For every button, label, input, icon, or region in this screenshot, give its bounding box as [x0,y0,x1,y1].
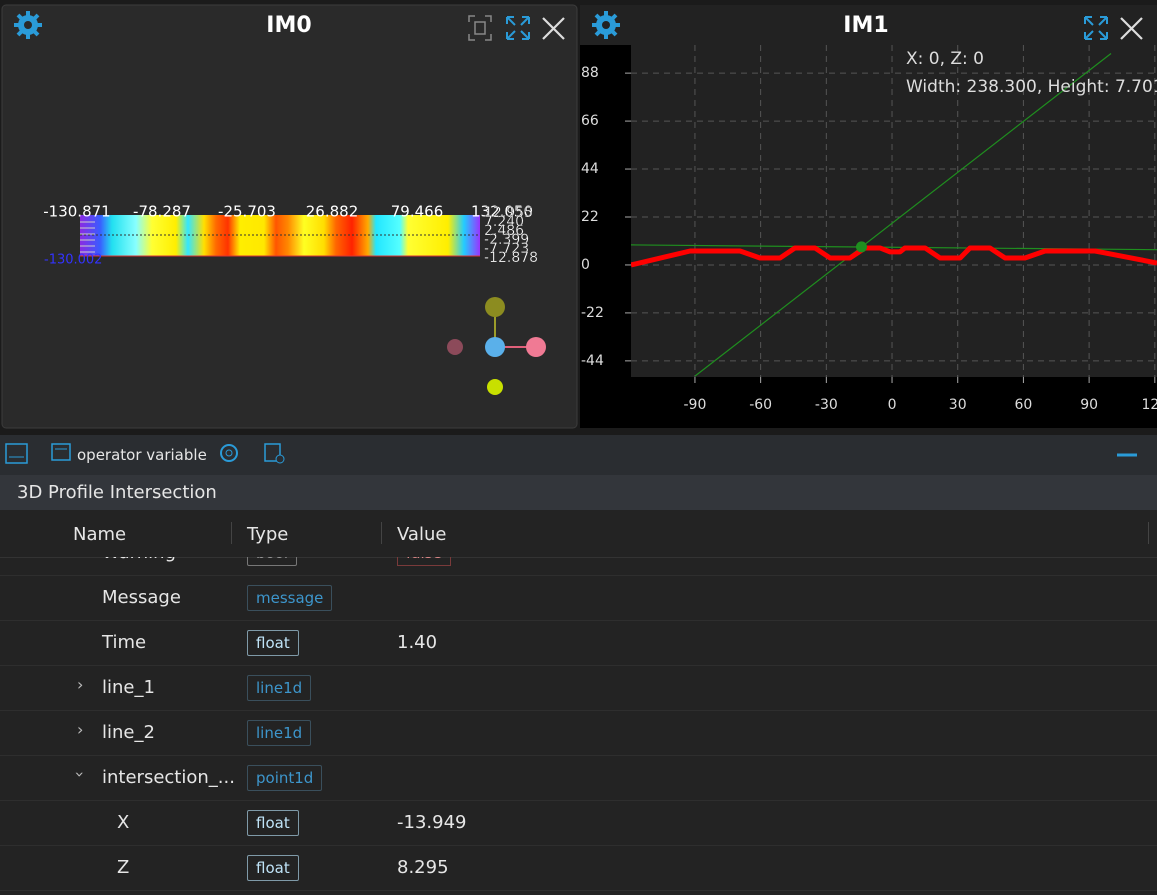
expand-toggle[interactable]: › [77,675,83,694]
settings-button[interactable] [14,11,42,39]
variable-value: 1.40 [397,632,437,653]
viewports: IM0 -130.871-78.287-25.70326.88279.46613… [0,0,1157,432]
variable-name: X [117,812,129,833]
variable-value: 8.295 [397,857,449,878]
column-header: Name [73,524,126,545]
table-row: › line_2 line1d [0,710,1157,756]
table-row: › intersection_... point1d [0,755,1157,801]
toolbar: operator variable [0,435,1157,475]
x-tick-label: -30 [815,397,838,413]
variable-value: false [397,557,451,566]
intersection-point [856,241,867,252]
y-tick-label: 88 [581,65,599,81]
type-badge: bool [247,557,297,566]
column-header: Type [247,524,288,545]
x-tick-label: 120 [1141,397,1157,413]
x-axis-label: 79.466 [391,203,444,221]
y-tick-label: 66 [581,113,599,129]
x-tick-label: -90 [684,397,707,413]
y-axis-strip [580,45,631,428]
variable-value: -13.949 [397,812,466,833]
y-tick-label: 44 [581,161,599,177]
collapse-toggle[interactable]: › [71,771,90,777]
x-tick-label: 90 [1080,397,1098,413]
table-row: Time float 1.40 [0,620,1157,666]
variable-name: line_2 [102,722,155,743]
im1-title: IM1 [843,13,888,38]
x-tick-label: 60 [1015,397,1033,413]
table-row: Message message [0,575,1157,621]
corner-label: -130.002 [44,253,102,268]
settings-tab[interactable] [221,445,237,461]
table-row: › line_1 line1d [0,665,1157,711]
settings-button[interactable] [592,11,620,39]
x-axis-label: -25.703 [218,203,276,221]
size-readout: Width: 238.300, Height: 7.701 [906,77,1157,97]
table-body: Warning bool false Message message Time float 1… [0,557,1157,895]
log-tab[interactable] [265,444,284,463]
panel-title: 3D Profile Intersection [0,475,1157,510]
type-badge: line1d [247,720,311,746]
x-tick-label: 30 [949,397,967,413]
cursor-readout: X: 0, Z: 0 [906,49,984,69]
x-axis-label: -78.287 [133,203,191,221]
operator-tab-icon[interactable] [52,444,70,460]
variable-name: intersection_... [102,767,235,788]
variable-name: Z [117,857,129,878]
expand-toggle[interactable]: › [77,720,83,739]
type-badge: float [247,810,299,836]
column-header: Value [397,524,446,545]
im0-title: IM0 [266,13,311,38]
table-header: Name Type Value [0,510,1157,558]
type-badge: point1d [247,765,322,791]
z-axis-label: -12.878 [484,250,538,266]
y-tick-label: 22 [581,209,599,225]
type-badge: line1d [247,675,311,701]
table-row: Warning bool false [0,557,1157,576]
table-row: Xfloat -13.949 [0,800,1157,846]
variable-name: line_1 [102,677,155,698]
x-axis-strip [580,377,1157,428]
y-tick-label: 0 [581,257,590,273]
type-badge: float [247,855,299,881]
variable-name: Warning [102,557,176,563]
variable-panel: operator variable 3D Profile Intersectio… [0,435,1157,895]
x-axis-label: -130.871 [43,203,110,221]
x-axis-label: 26.882 [306,203,359,221]
y-tick-label: -44 [581,353,604,369]
type-badge: message [247,585,332,611]
var-tab[interactable] [6,444,27,463]
x-tick-label: -60 [749,397,772,413]
variable-name: Message [102,587,181,608]
y-tick-label: -22 [581,305,604,321]
variable-name: Time [102,632,146,653]
table-row: Zfloat 8.295 [0,845,1157,891]
operator-tab[interactable]: operator variable [77,446,207,464]
x-tick-label: 0 [888,397,897,413]
type-badge: float [247,630,299,656]
